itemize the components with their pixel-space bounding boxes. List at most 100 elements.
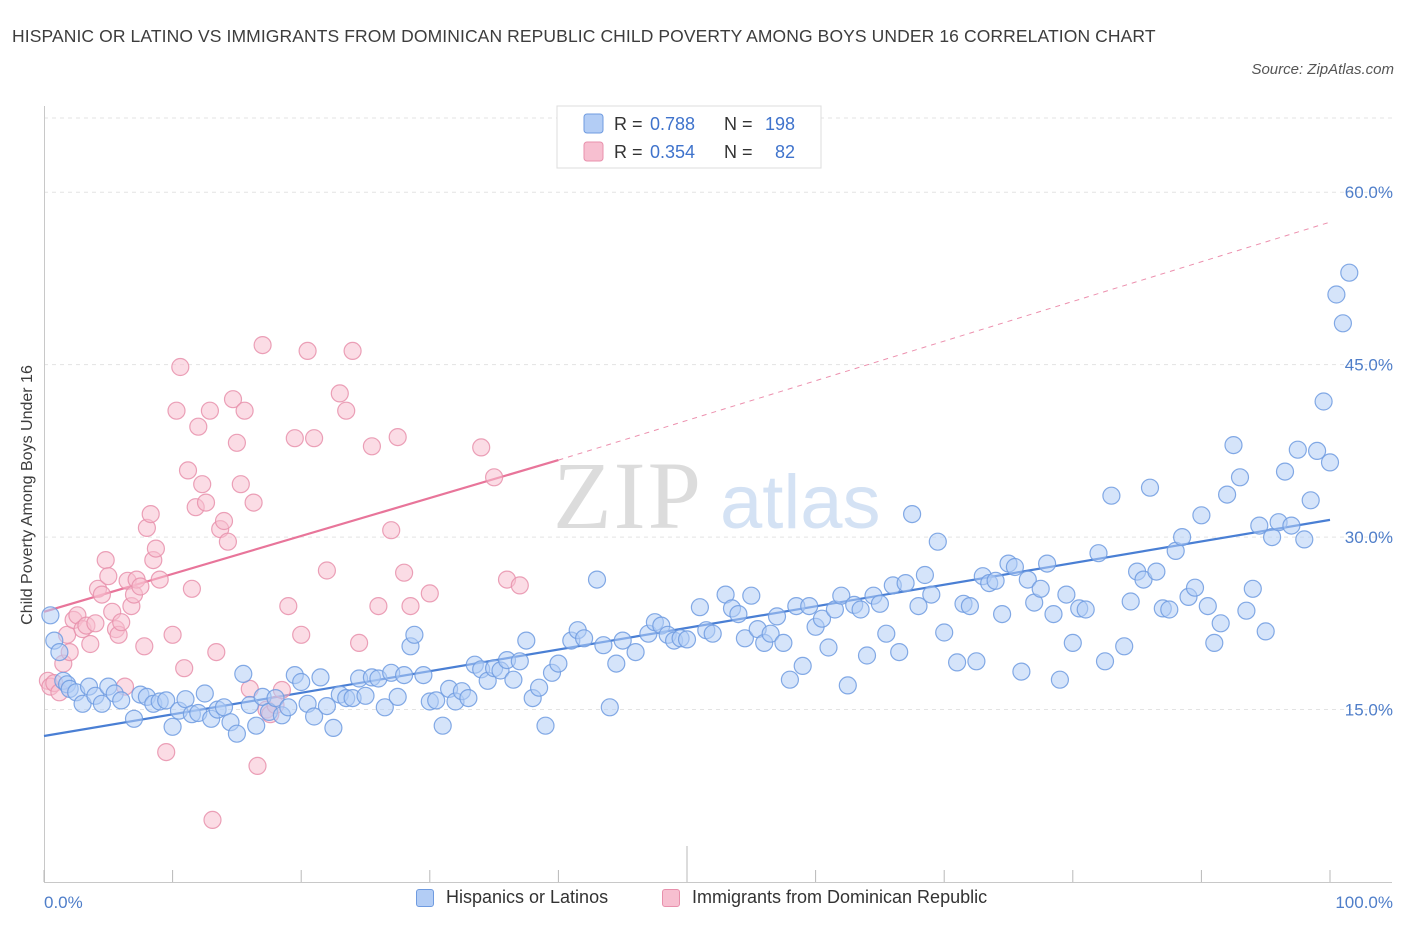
blue-point-125: [877, 624, 896, 643]
pink-point-29: [141, 504, 160, 524]
pink-point-63: [285, 429, 304, 448]
x-tick-labels: 0.0% 100.0%: [44, 893, 1393, 912]
blue-point-124: [870, 594, 890, 613]
y-tick-label-45: 45.0%: [1345, 356, 1393, 375]
blue-point-142: [992, 604, 1012, 624]
legend-item-dominican[interactable]: Immigrants from Dominican Republic: [662, 887, 987, 908]
blue-point-43: [311, 668, 330, 687]
trend-line-pink: [43, 459, 559, 613]
blue-point-159: [1115, 637, 1134, 656]
pink-point-75: [388, 428, 407, 447]
blue-point-96: [677, 630, 697, 649]
chart-source: Source: ZipAtlas.com: [1251, 61, 1394, 78]
blue-point-50: [356, 686, 375, 705]
blue-point-144: [1005, 557, 1025, 577]
blue-point-168: [1172, 527, 1192, 547]
pink-point-36: [171, 357, 190, 377]
blue-point-109: [774, 633, 793, 653]
legend-label-hispanics: Hispanics or Latinos: [446, 887, 609, 907]
blue-point-170: [1185, 578, 1205, 597]
watermark: ZIP atlas: [553, 442, 881, 549]
blue-point-194: [1340, 263, 1359, 282]
pink-point-78: [420, 584, 439, 603]
pink-point-20: [112, 613, 131, 632]
blue-point-131: [915, 565, 935, 585]
pink-point-57: [253, 336, 272, 355]
blue-point-187: [1295, 530, 1314, 549]
blue-point-38: [279, 698, 298, 717]
pink-point-65: [298, 341, 317, 360]
blue-point-0: [41, 606, 60, 625]
pink-point-26: [131, 577, 150, 596]
pink-point-33: [157, 742, 176, 762]
pink-point-68: [330, 384, 349, 403]
blue-point-128: [896, 573, 915, 593]
pink-point-46: [207, 642, 226, 662]
stats-legend: R = 0.788 N = 198 R = 0.354 N = 82: [556, 105, 822, 169]
pink-point-12: [86, 614, 105, 633]
pink-point-77: [401, 596, 420, 616]
y-tick-labels: 15.0% 30.0% 45.0% 60.0%: [1345, 183, 1393, 719]
x-ticks: [43, 846, 1331, 882]
blue-point-141: [986, 571, 1005, 590]
pink-point-43: [196, 493, 216, 512]
y-tick-label-15: 15.0%: [1345, 701, 1393, 720]
blue-point-179: [1243, 579, 1262, 598]
blue-point-2: [50, 642, 69, 662]
blue-point-78: [536, 716, 555, 735]
pink-point-53: [235, 401, 254, 420]
legend-swatch-pink: [662, 888, 680, 907]
blue-point-42: [305, 707, 324, 726]
blue-point-174: [1211, 614, 1230, 633]
legend-label-dominican: Immigrants from Dominican Republic: [692, 887, 988, 907]
blue-point-80: [549, 654, 568, 673]
blue-point-150: [1044, 604, 1063, 624]
pink-point-16: [99, 567, 118, 586]
pink-point-51: [227, 433, 246, 452]
blue-point-148: [1031, 579, 1050, 598]
pink-point-14: [92, 585, 112, 604]
pink-point-49: [218, 532, 237, 551]
blue-point-36: [266, 688, 285, 708]
legend-item-hispanics[interactable]: Hispanics or Latinos: [416, 887, 608, 908]
blue-point-99: [703, 624, 722, 643]
blue-point-55: [388, 687, 407, 707]
stats-legend-blue-r-value: 0.788: [650, 114, 695, 134]
blue-point-102: [729, 604, 748, 624]
blue-point-171: [1192, 506, 1211, 525]
pink-point-27: [135, 637, 154, 656]
pink-point-34: [163, 625, 182, 644]
blue-point-137: [960, 596, 980, 616]
pink-point-32: [150, 570, 169, 589]
pink-point-55: [244, 493, 263, 512]
pink-point-41: [189, 417, 208, 436]
blue-point-166: [1160, 600, 1179, 619]
blue-point-149: [1037, 554, 1057, 573]
pink-point-80: [485, 468, 504, 487]
pink-point-31: [146, 539, 165, 558]
blue-point-121: [851, 600, 870, 619]
blue-point-186: [1288, 440, 1307, 459]
pink-point-70: [343, 341, 362, 360]
blue-point-180: [1250, 516, 1269, 535]
stats-legend-pink-swatch: [583, 141, 604, 162]
series-pink-points: [38, 336, 529, 830]
blue-point-160: [1121, 592, 1140, 611]
pink-point-42: [193, 475, 212, 494]
pink-point-64: [292, 625, 311, 644]
trend-line-pink-extension: [558, 221, 1331, 461]
pink-point-79: [472, 438, 491, 457]
blue-point-61: [427, 691, 446, 710]
blue-point-158: [1102, 486, 1121, 505]
x-tick-label-0: 0.0%: [44, 893, 83, 912]
blue-point-177: [1230, 468, 1250, 487]
blue-point-164: [1147, 562, 1166, 581]
blue-point-77: [529, 678, 549, 697]
blue-point-62: [433, 716, 452, 735]
blue-point-190: [1314, 392, 1333, 411]
blue-point-107: [761, 624, 780, 643]
blue-point-45: [324, 718, 343, 738]
blue-point-113: [800, 596, 819, 616]
pink-point-62: [279, 596, 298, 616]
blue-point-14: [124, 709, 144, 728]
